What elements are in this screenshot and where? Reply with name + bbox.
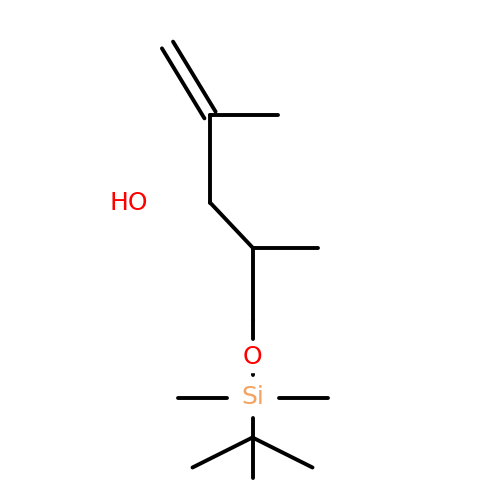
Text: O: O — [242, 346, 262, 370]
Text: HO: HO — [109, 190, 148, 214]
Text: Si: Si — [241, 386, 264, 409]
